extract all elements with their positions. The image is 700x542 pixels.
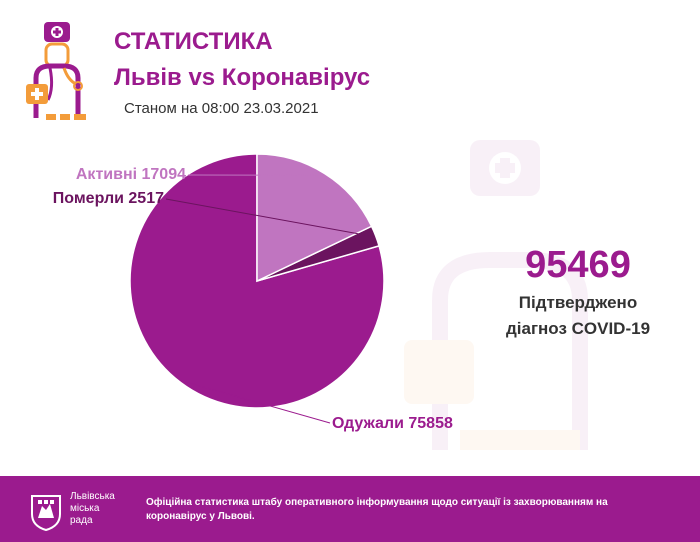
city-council-name: Львівська міська рада xyxy=(70,491,115,527)
page-subtitle: Львів vs Коронавірус xyxy=(114,64,371,91)
footer-description: Офіційна статистика штабу оперативного і… xyxy=(146,497,608,522)
confirmed-caption-line2: діагноз COVID-19 xyxy=(505,319,651,338)
pie-label-1: Померли 2517 xyxy=(53,190,164,207)
footer: Львівська міська рада Офіційна статистик… xyxy=(0,476,700,542)
pie-label-2: Активні 17094 xyxy=(76,166,186,183)
confirmed-caption-line1: Підтверджено xyxy=(518,293,638,312)
council-line1: Львівська xyxy=(70,491,115,502)
as-of-timestamp: Станом на 08:00 23.03.2021 xyxy=(124,100,319,117)
pie-leader-1 xyxy=(165,198,374,238)
confirmed-caption: Підтверджено діагноз COVID-19 xyxy=(488,290,668,342)
council-line3: рада xyxy=(70,515,93,526)
pie-leader-0 xyxy=(181,380,331,424)
page-title: СТАТИСТИКА xyxy=(114,28,273,55)
doctor-icon xyxy=(26,22,86,120)
pie-slice-2 xyxy=(256,153,373,283)
council-line2: міська xyxy=(70,503,100,514)
city-crest-icon xyxy=(31,495,61,532)
pie-chart: Одужали 75858 Померли 2517 Активні 17094 xyxy=(53,153,453,432)
pie-label-0: Одужали 75858 xyxy=(332,415,453,432)
doctor-watermark-icon xyxy=(404,140,588,450)
confirmed-count: 95469 xyxy=(525,244,631,286)
pie-slice-0 xyxy=(129,153,385,409)
